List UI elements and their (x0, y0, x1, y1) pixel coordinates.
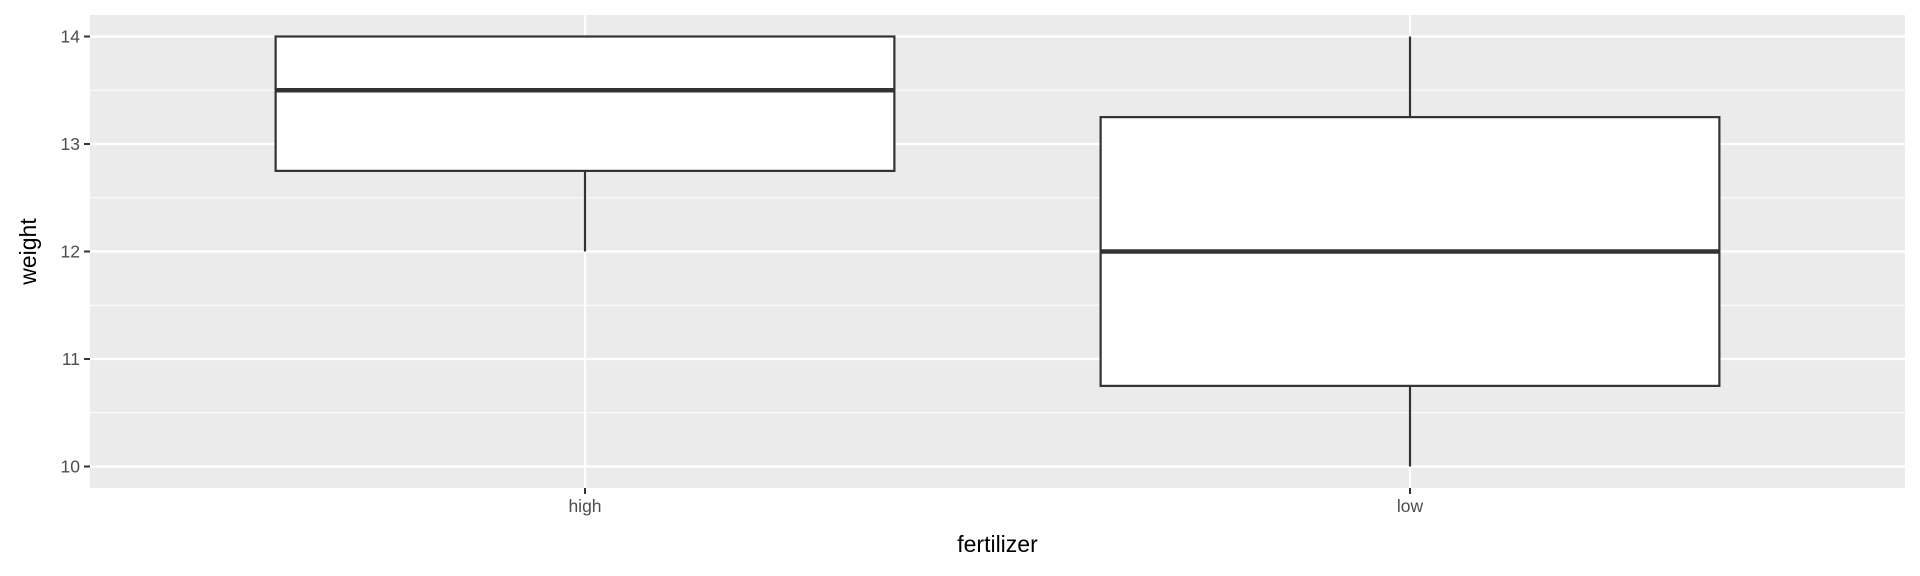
y-tick-label: 13 (61, 134, 80, 154)
x-tick-label: low (1397, 496, 1424, 516)
iqr-box (274, 35, 896, 172)
y-tick-label: 12 (61, 242, 80, 262)
box-high (274, 35, 896, 252)
x-axis-title: fertilizer (957, 531, 1038, 557)
y-tick-label: 10 (61, 457, 81, 477)
x-tick-label: high (568, 496, 601, 516)
box-low (1099, 36, 1721, 467)
boxes (274, 35, 1721, 467)
x-axis: high low (568, 488, 1423, 516)
y-tick-label: 11 (62, 349, 80, 369)
y-axis: 10 11 12 13 14 (61, 27, 90, 477)
y-axis-title: weight (15, 218, 41, 286)
y-tick-label: 14 (61, 27, 81, 47)
